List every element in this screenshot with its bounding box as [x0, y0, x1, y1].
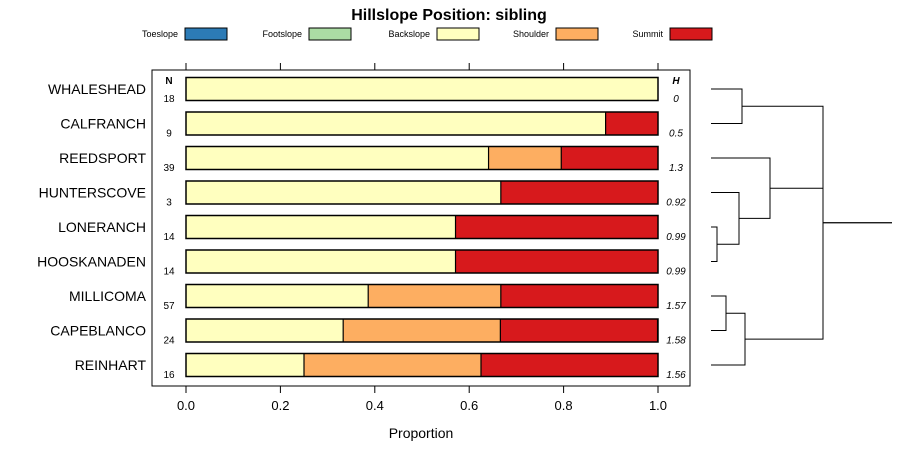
- h-value: 1.58: [666, 336, 686, 347]
- dendrogram-branch: [742, 105, 824, 340]
- x-tick-label: 0.8: [555, 398, 573, 413]
- bar-segment: [343, 319, 501, 342]
- x-tick-label: 0.4: [366, 398, 384, 413]
- bar-row: MILLICOMA 57 1.57: [69, 283, 686, 312]
- h-value: 0.99: [666, 232, 686, 243]
- x-tick-label: 1.0: [649, 398, 667, 413]
- legend-swatch: [669, 27, 713, 41]
- h-header: H: [672, 76, 680, 87]
- bar-outline: [185, 76, 659, 102]
- n-value: 14: [163, 267, 175, 278]
- legend-label: Toeslope: [142, 29, 178, 39]
- bar-segment: [500, 284, 658, 308]
- h-value: 1.57: [666, 301, 686, 312]
- x-axis-label: Proportion: [389, 425, 454, 441]
- bars: WHALESHEAD 18 0 CALFRANCH 9 0.5 REEDSPORT 39 1.3…: [37, 76, 686, 381]
- bar-segment: [500, 319, 658, 342]
- bar-segment: [368, 284, 501, 308]
- category-label: LONERANCH: [58, 219, 146, 235]
- h-value: 0.92: [666, 198, 686, 209]
- category-label: REEDSPORT: [59, 150, 146, 166]
- bar-row: HOOSKANADEN 14 0.99: [37, 249, 686, 278]
- n-value: 39: [163, 163, 175, 174]
- bar-segment: [186, 250, 456, 273]
- h-value: 0: [673, 94, 679, 105]
- x-tick-label: 0.0: [177, 398, 195, 413]
- category-label: CALFRANCH: [60, 116, 146, 132]
- bar-row: REEDSPORT 39 1.3: [59, 145, 683, 174]
- legend-swatch: [436, 27, 480, 41]
- bar-outline: [185, 214, 659, 240]
- bar-segment: [455, 215, 658, 239]
- bar-outline: [185, 145, 659, 171]
- n-header: N: [165, 76, 172, 87]
- chart-title: Hillslope Position: sibling: [351, 7, 547, 24]
- legend-label: Backslope: [388, 29, 430, 39]
- n-value: 3: [166, 198, 172, 209]
- category-label: MILLICOMA: [69, 288, 147, 304]
- bar-segment: [186, 215, 456, 239]
- legend-label: Shoulder: [513, 29, 549, 39]
- bar-segment: [304, 353, 481, 377]
- dendrogram-branch: [711, 157, 771, 219]
- bar-segment: [186, 353, 304, 377]
- dendrogram-branch: [711, 192, 740, 245]
- legend-label: Summit: [632, 29, 663, 39]
- bar-segment: [186, 77, 658, 101]
- category-label: HOOSKANADEN: [37, 254, 146, 270]
- bar-outline: [185, 283, 659, 309]
- dendrogram-branch: [711, 88, 743, 124]
- bar-row: CALFRANCH 9 0.5: [60, 111, 683, 140]
- bar-outline: [185, 180, 659, 205]
- bar-outline: [185, 352, 659, 378]
- bar-segment: [186, 284, 369, 308]
- n-value: 57: [163, 301, 175, 312]
- h-value: 0.5: [669, 129, 683, 140]
- bar-segment: [186, 181, 501, 204]
- legend-swatch: [184, 27, 228, 41]
- bar-segment: [605, 112, 658, 135]
- legend-swatch: [308, 27, 352, 41]
- n-value: 9: [166, 129, 172, 140]
- category-label: REINHART: [75, 357, 147, 373]
- x-tick-label: 0.6: [460, 398, 478, 413]
- bar-outline: [185, 249, 659, 274]
- bar-row: LONERANCH 14 0.99: [58, 214, 686, 243]
- legend-swatch: [555, 27, 599, 41]
- bar-segment: [481, 353, 658, 377]
- bar-segment: [186, 112, 606, 135]
- category-label: CAPEBLANCO: [50, 323, 146, 339]
- category-label: WHALESHEAD: [48, 81, 146, 97]
- n-value: 18: [163, 94, 175, 105]
- bar-segment: [455, 250, 658, 273]
- legend: Toeslope Footslope Backslope Shoulder Summit: [142, 27, 713, 41]
- bar-segment: [488, 146, 562, 170]
- dendrogram: [711, 88, 892, 366]
- n-value: 16: [163, 370, 175, 381]
- h-value: 1.56: [666, 370, 686, 381]
- bar-row: WHALESHEAD 18 0: [48, 76, 679, 105]
- bar-row: REINHART 16 1.56: [75, 352, 686, 381]
- bar-segment: [186, 319, 344, 342]
- n-value: 24: [163, 336, 175, 347]
- legend-label: Footslope: [262, 29, 302, 39]
- dendrogram-branch: [711, 295, 727, 331]
- x-axis: 0.0 0.2 0.4 0.6 0.8 1.0: [177, 63, 667, 413]
- bar-segment: [186, 146, 489, 170]
- h-value: 1.3: [669, 163, 683, 174]
- h-value: 0.99: [666, 267, 686, 278]
- bar-row: HUNTERSCOVE 3 0.92: [39, 180, 686, 209]
- dendrogram-branch: [711, 312, 746, 366]
- bar-row: CAPEBLANCO 24 1.58: [50, 318, 686, 347]
- bar-segment: [500, 181, 658, 204]
- plot-frame: [151, 69, 691, 387]
- x-tick-label: 0.2: [271, 398, 289, 413]
- dendrogram-branch: [711, 226, 718, 262]
- bar-segment: [561, 146, 658, 170]
- n-value: 14: [163, 232, 175, 243]
- bar-outline: [185, 111, 659, 136]
- category-label: HUNTERSCOVE: [39, 185, 146, 201]
